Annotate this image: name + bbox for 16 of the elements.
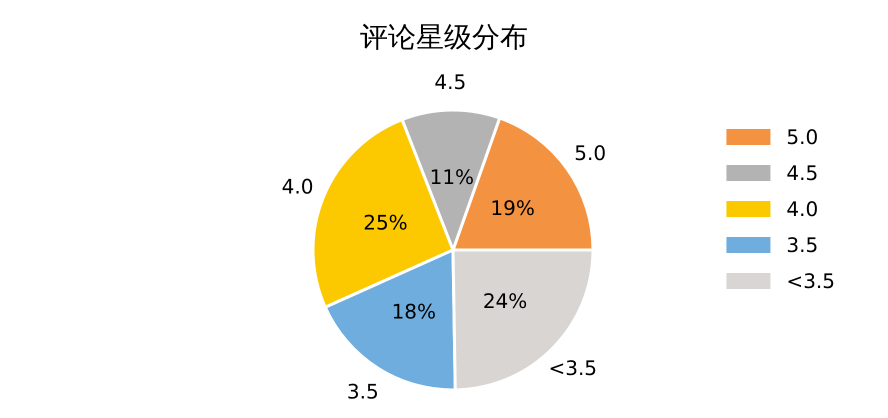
legend-label: <3.5: [786, 269, 836, 293]
data-label: 25%: [363, 210, 408, 234]
legend-label: 4.0: [786, 197, 818, 221]
legend-label: 4.5: [786, 161, 818, 185]
legend-label: 3.5: [786, 233, 818, 257]
data-label: 19%: [490, 196, 535, 220]
data-label: 24%: [482, 289, 528, 314]
data-label: 18%: [392, 300, 436, 324]
slice-label: 3.5: [346, 380, 379, 404]
chart-title: 评论星级分布: [360, 20, 528, 54]
slice-label: <3.5: [548, 356, 598, 380]
legend-label: 5.0: [786, 125, 818, 149]
slice-label: 4.0: [282, 174, 314, 198]
slice-label: 5.0: [574, 141, 606, 166]
slice-label: 4.5: [434, 70, 466, 94]
data-label: 11%: [430, 165, 474, 190]
